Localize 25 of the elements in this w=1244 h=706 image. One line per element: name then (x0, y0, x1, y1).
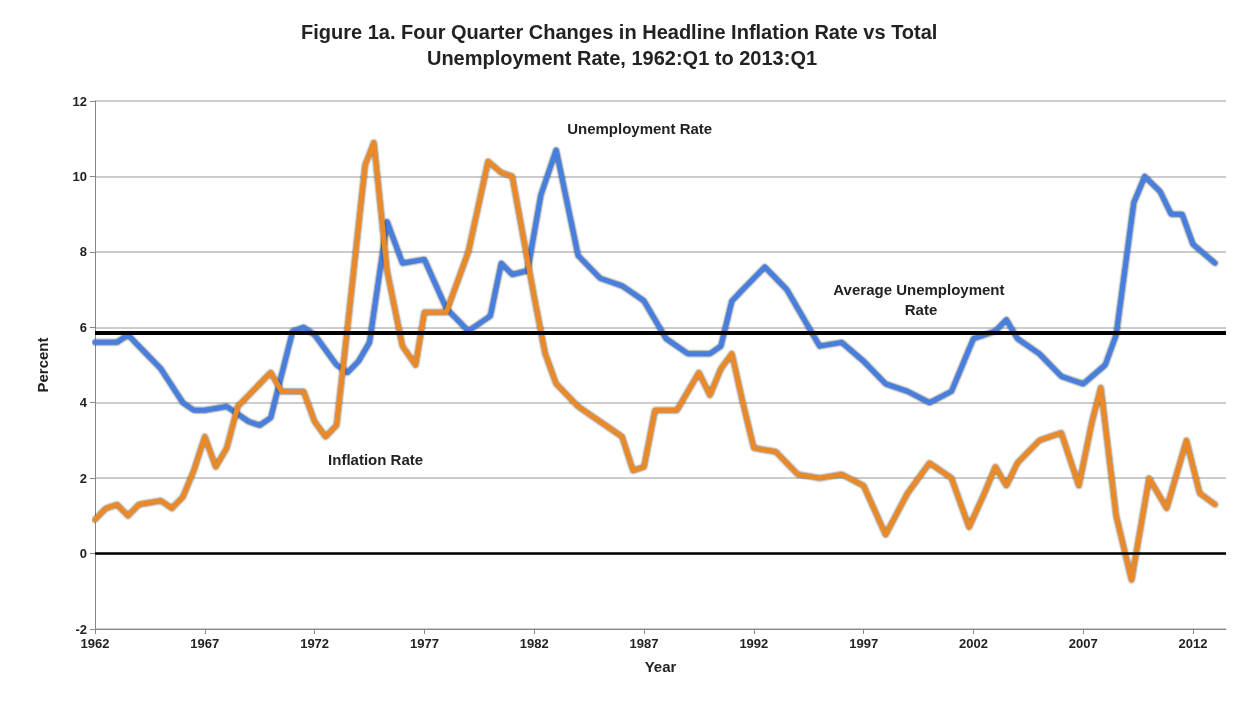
y-tick-label: 4 (79, 395, 88, 411)
x-tick-label: 1982 (519, 636, 549, 651)
x-axis-title: Year (644, 658, 677, 675)
x-tick-label: 2007 (1068, 636, 1098, 651)
x-tick-label: 1992 (739, 636, 769, 651)
x-tick-label: 1987 (629, 636, 659, 651)
y-tick-label: -2 (75, 621, 87, 637)
x-tick-label: 1967 (190, 636, 220, 651)
x-tick-label: 2012 (1178, 636, 1208, 651)
y-tick-label: 2 (79, 470, 87, 486)
x-tick-label: 1977 (409, 636, 439, 651)
y-tick-label: 10 (72, 168, 87, 184)
x-tick-label: 1972 (300, 636, 330, 651)
y-tick-label: 12 (72, 93, 87, 109)
x-tick-label: 1997 (849, 636, 879, 651)
x-tick-label: 2002 (958, 636, 988, 651)
series-label: Inflation Rate (328, 450, 424, 468)
x-tick-label: 1962 (80, 636, 110, 651)
series-label: Unemployment Rate (567, 119, 713, 137)
ref-line-label: Average Unemployment Rate (833, 281, 1009, 319)
y-tick-label: 8 (79, 244, 87, 260)
y-axis-title: Percent (34, 337, 51, 393)
y-tick-label: 0 (79, 546, 87, 562)
chart-title: Figure 1a. Four Quarter Changes in Headline Inflation Rate vs Total Unemployment Rate, 1962:Q1 to 2013:Q1 (301, 21, 943, 69)
y-tick-label: 6 (79, 319, 87, 335)
